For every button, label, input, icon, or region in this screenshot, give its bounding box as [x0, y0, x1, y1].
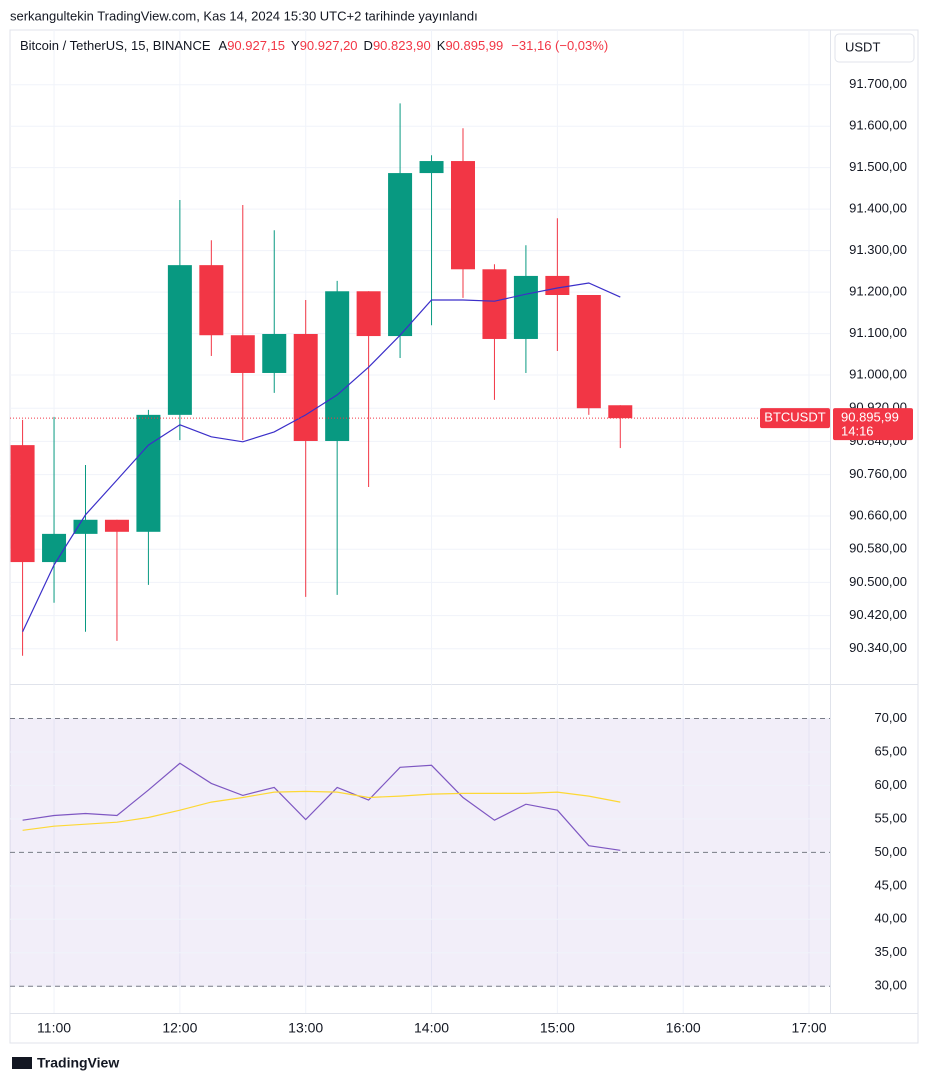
- candle-body: [388, 173, 413, 337]
- countdown-label: 14:16: [841, 424, 874, 439]
- y-tick-label: 90.660,00: [849, 507, 907, 522]
- candle-body: [104, 519, 129, 532]
- candle-body: [419, 161, 444, 174]
- y-tick-label: 40,00: [874, 911, 907, 926]
- moving-average: [22, 282, 621, 632]
- indicator-line: [22, 790, 621, 831]
- candle-body: [608, 405, 633, 419]
- candle-body: [199, 265, 224, 336]
- candle-body: [167, 265, 192, 415]
- x-tick-label: 14:00: [414, 1020, 449, 1036]
- y-tick-label: 90.760,00: [849, 466, 907, 481]
- grid: [10, 30, 830, 1013]
- candle-body: [293, 333, 318, 441]
- footer-logo: TradingView: [37, 1055, 119, 1071]
- candle-body: [450, 161, 475, 270]
- currency-button[interactable]: [834, 33, 915, 63]
- x-tick-label: 15:00: [540, 1020, 575, 1036]
- chart-frame: [9, 29, 919, 1044]
- y-tick-label: 91.100,00: [849, 325, 907, 340]
- indicator-line: [22, 762, 621, 851]
- candle-body: [576, 295, 601, 409]
- ohlc-label: A: [219, 38, 228, 53]
- y-tick-label: 35,00: [874, 944, 907, 959]
- y-tick-label: 30,00: [874, 978, 907, 993]
- candle-body: [356, 291, 381, 337]
- y-tick-label: 50,00: [874, 844, 907, 859]
- ohlc-value: 90.823,90: [373, 38, 431, 53]
- ohlc-label: Y: [291, 38, 300, 53]
- candle-body: [545, 275, 570, 296]
- x-tick-label: 17:00: [792, 1020, 827, 1036]
- y-tick-label: 91.700,00: [849, 76, 907, 91]
- candle-body: [482, 269, 507, 339]
- price-badge-label: 90.895,99: [841, 410, 899, 425]
- y-tick-label: 91.300,00: [849, 242, 907, 257]
- x-tick-label: 13:00: [288, 1020, 323, 1036]
- symbol-badge-label: BTCUSDT: [764, 410, 825, 425]
- ohlc-label: K: [437, 38, 446, 53]
- labels: 11:00 12:00 13:00 14:00 15:00 16:00 17:00 91.70…: [20, 38, 913, 1036]
- y-tick-label: 70,00: [874, 710, 907, 725]
- candle-body: [230, 335, 255, 373]
- symbol-badge: [760, 408, 830, 429]
- y-tick-label: 91.200,00: [849, 284, 907, 299]
- candle-body: [42, 533, 67, 563]
- y-tick-label: 90.340,00: [849, 640, 907, 655]
- ohlc-value: 90.895,99: [445, 38, 503, 53]
- y-tick-label: 91.500,00: [849, 159, 907, 174]
- candle-body: [513, 275, 538, 339]
- marks: [10, 103, 830, 987]
- candle-body: [325, 291, 350, 441]
- y-tick-label: 91.000,00: [849, 366, 907, 381]
- y-tick-label: 65,00: [874, 743, 907, 758]
- x-tick-label: 11:00: [37, 1020, 71, 1036]
- header: serkangultekin TradingView.com, Kas 14, …: [10, 8, 478, 23]
- price-badge: [833, 408, 913, 441]
- currency-button-label[interactable]: USDT: [845, 39, 880, 54]
- x-tick-label: 16:00: [666, 1020, 701, 1036]
- y-tick-label: 45,00: [874, 877, 907, 892]
- candle-body: [73, 519, 98, 534]
- chart-title: Bitcoin / TetherUS, 15, BINANCE: [20, 38, 211, 53]
- chart-legend: Bitcoin / TetherUS, 15, BINANCE A90.927,1…: [20, 38, 608, 53]
- y-tick-label: 60,00: [874, 777, 907, 792]
- y-tick-label: 90.580,00: [849, 541, 907, 556]
- y-tick-label: 90.500,00: [849, 574, 907, 589]
- candle-body: [10, 445, 35, 563]
- candle-body: [262, 333, 287, 373]
- ohlc-value: 90.927,15: [227, 38, 285, 53]
- y-tick-label: 91.600,00: [849, 118, 907, 133]
- ohlc-value: 90.927,20: [300, 38, 358, 53]
- y-tick-label: 91.400,00: [849, 201, 907, 216]
- logo-icon: [12, 1057, 32, 1069]
- y-tick-label: 55,00: [874, 810, 907, 825]
- change-value: −31,16 (−0,03%): [511, 38, 608, 53]
- ohlc-label: D: [364, 38, 373, 53]
- y-tick-label: 90.420,00: [849, 607, 907, 622]
- x-tick-label: 12:00: [162, 1020, 197, 1036]
- candle-body: [136, 414, 161, 532]
